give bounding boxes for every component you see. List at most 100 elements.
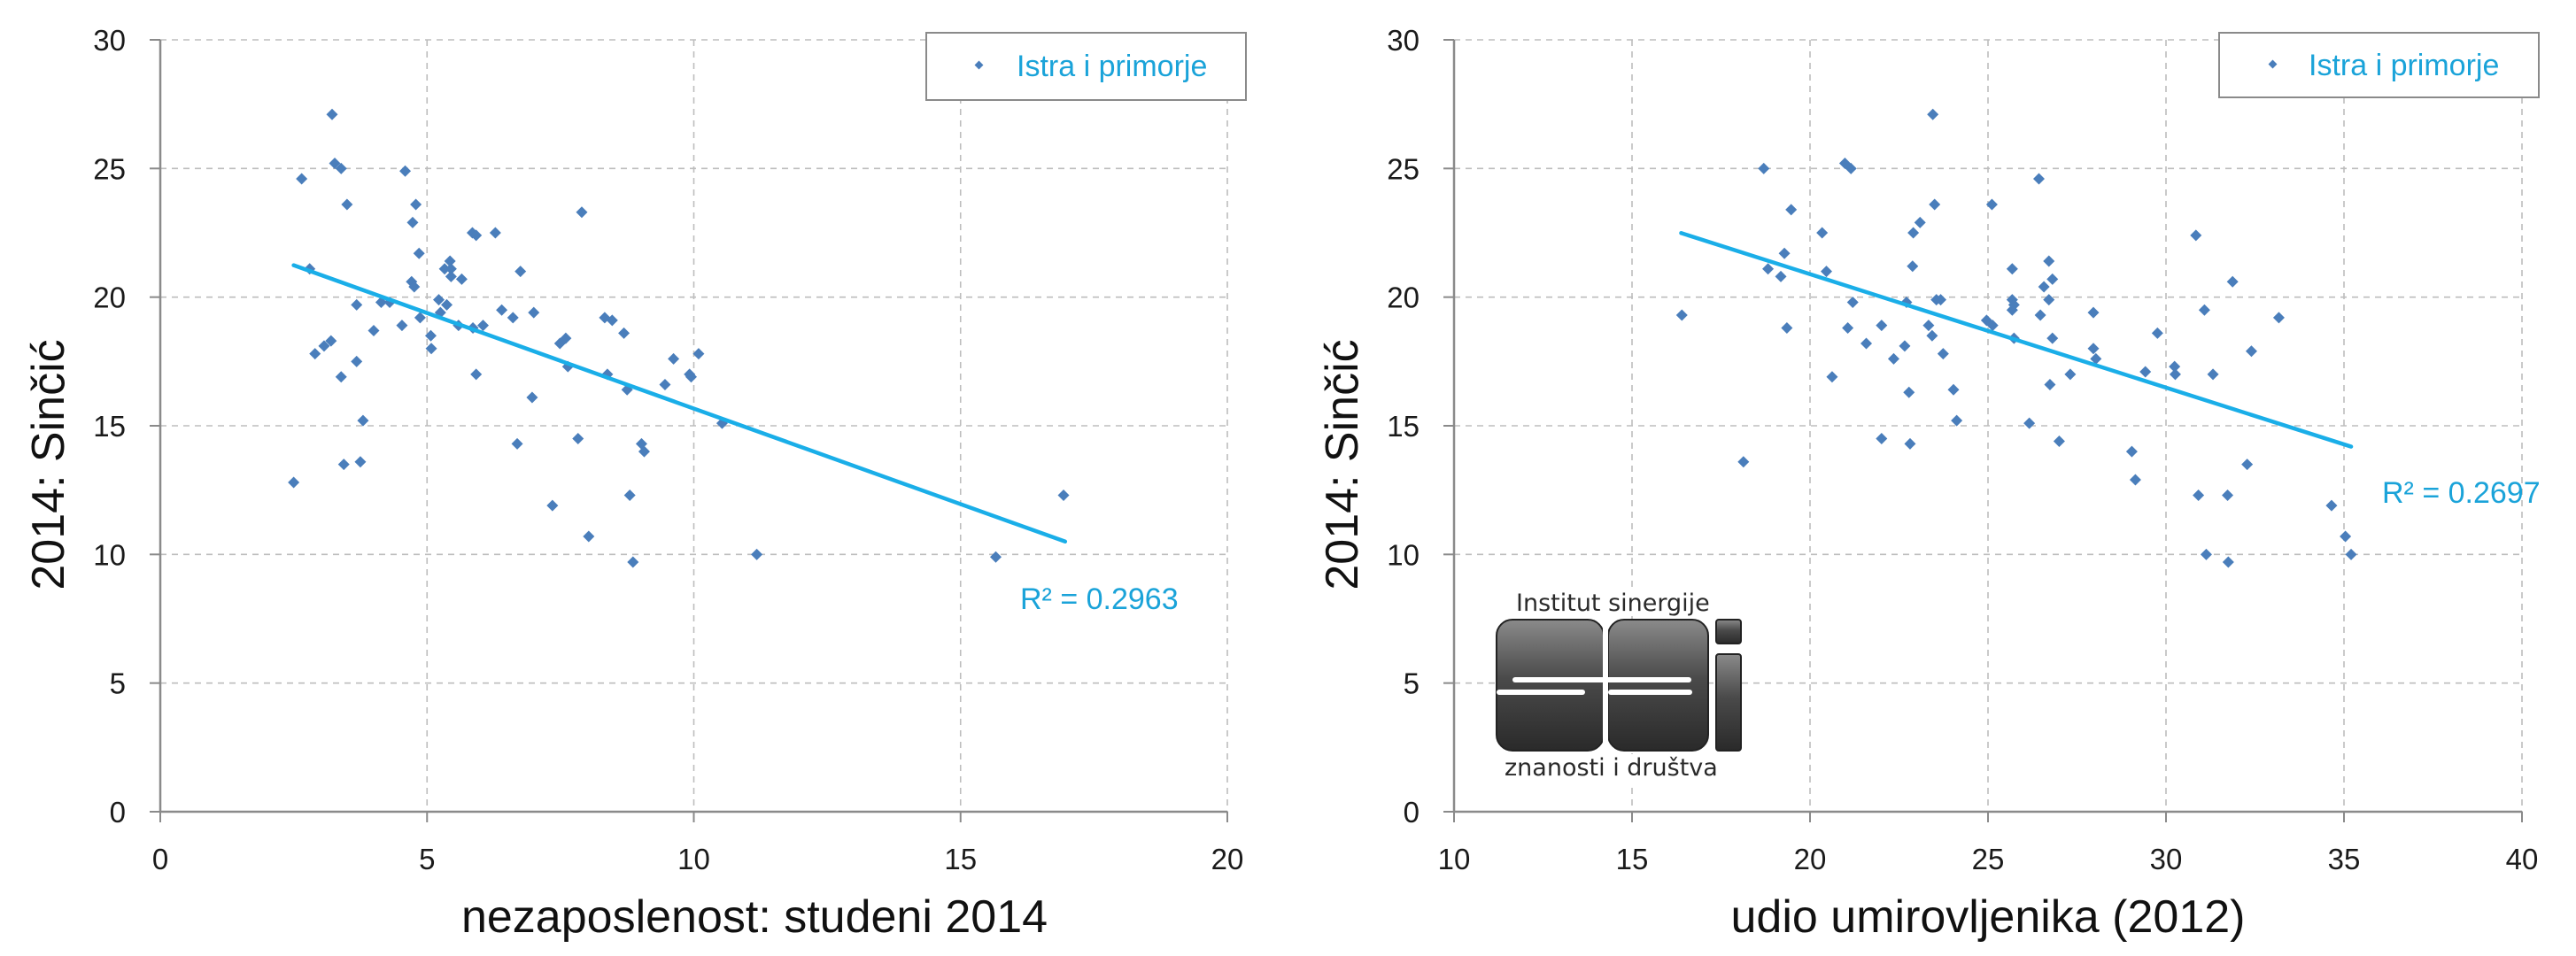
y-tick-label: 20 — [93, 281, 126, 314]
data-point — [2169, 360, 2181, 373]
logo-divider — [1603, 620, 1608, 751]
data-point — [1899, 340, 1911, 352]
y-axis-title: 2014: Sinčić — [23, 339, 74, 590]
data-point — [354, 456, 367, 468]
axes — [1443, 39, 2523, 822]
data-point — [367, 324, 380, 336]
data-point — [1826, 371, 1838, 383]
legend-marker-icon — [974, 60, 984, 70]
data-point — [2222, 489, 2234, 501]
data-point — [2169, 368, 2181, 381]
data-point — [1951, 414, 1963, 427]
data-point — [618, 327, 630, 339]
logo-block-i-stem — [1715, 653, 1742, 752]
logo-stripe-1 — [1512, 677, 1691, 682]
data-point — [414, 312, 426, 324]
data-point — [1860, 337, 1873, 350]
data-point — [445, 270, 457, 282]
logo-block-s1 — [1496, 619, 1605, 752]
data-point — [1927, 108, 1939, 120]
data-point — [606, 314, 618, 327]
data-point — [507, 312, 519, 324]
data-point — [2345, 548, 2357, 560]
data-point — [2090, 352, 2102, 365]
data-point — [2198, 304, 2210, 316]
data-point — [1947, 383, 1960, 396]
data-point — [2087, 306, 2100, 319]
trendline-group — [1679, 231, 2354, 449]
x-tick-label: 15 — [1616, 843, 1649, 875]
data-point — [1775, 270, 1787, 282]
data-point — [1914, 216, 1926, 228]
data-point — [2043, 294, 2055, 306]
x-tick-label: 10 — [1438, 843, 1471, 875]
y-tick-labels: 0 5 10 15 20 25 30 — [93, 24, 126, 829]
data-point — [441, 298, 453, 311]
data-point — [1737, 456, 1750, 468]
data-point — [455, 273, 468, 285]
data-point — [2023, 417, 2036, 429]
data-point — [341, 198, 353, 211]
data-point — [326, 108, 338, 120]
data-point — [357, 414, 369, 427]
y-tick-label: 0 — [110, 796, 126, 829]
data-point — [2222, 556, 2234, 568]
x-axis-title: udio umirovljenika (2012) — [1731, 891, 2246, 943]
data-point — [2226, 275, 2239, 288]
y-tick-label: 5 — [1404, 667, 1420, 700]
data-point — [408, 281, 421, 293]
data-point — [2043, 255, 2055, 267]
data-point — [335, 162, 347, 174]
data-point — [2193, 489, 2205, 501]
legend-label: Istra i primorje — [1017, 50, 1207, 83]
data-point — [1876, 433, 1888, 445]
data-point — [627, 556, 639, 568]
data-point — [2053, 435, 2065, 447]
y-tick-label: 10 — [1387, 538, 1420, 571]
logo-block-i-dot — [1715, 619, 1742, 644]
data-point — [1846, 296, 1859, 308]
data-point — [1820, 266, 1832, 278]
data-point — [2007, 298, 2020, 311]
data-point — [1778, 247, 1791, 259]
data-point — [2207, 368, 2219, 381]
data-point — [325, 335, 337, 347]
data-point — [477, 320, 490, 332]
data-point — [1876, 320, 1888, 332]
data-point — [2046, 273, 2059, 285]
data-point — [445, 263, 457, 275]
data-point — [296, 173, 308, 185]
scatter-chart-unemployment: 0 5 10 15 20 25 30 0 5 10 15 20 nezaposlenost: stu… — [23, 24, 1247, 943]
logo-stripe-3 — [1608, 690, 1692, 695]
data-point — [2064, 368, 2077, 381]
data-point — [335, 371, 347, 383]
data-point — [990, 551, 1002, 563]
y-tick-label: 30 — [93, 24, 126, 57]
data-point — [1887, 352, 1899, 365]
data-point — [1922, 320, 1935, 332]
data-point — [576, 206, 588, 219]
data-point — [659, 378, 671, 390]
data-point — [526, 391, 538, 404]
data-point — [396, 320, 408, 332]
data-point — [1758, 162, 1770, 174]
logo-stripe-2 — [1497, 690, 1585, 695]
data-point — [2325, 499, 2338, 512]
y-tick-label: 20 — [1387, 281, 1420, 314]
data-point — [2046, 332, 2059, 344]
data-point — [2139, 366, 2152, 378]
logo-bottom-bg — [1495, 754, 1743, 784]
data-point — [337, 459, 350, 471]
data-point — [692, 348, 705, 360]
x-tick-label: 15 — [944, 843, 977, 875]
x-tick-label: 0 — [152, 843, 168, 875]
data-point — [433, 294, 445, 306]
data-point — [309, 348, 321, 360]
data-point — [623, 489, 636, 501]
data-point — [1907, 260, 1919, 273]
data-point — [1935, 294, 1947, 306]
logo-top-text: Institut sinergije — [1516, 590, 1710, 617]
data-point — [496, 304, 508, 316]
data-point — [1845, 162, 1857, 174]
